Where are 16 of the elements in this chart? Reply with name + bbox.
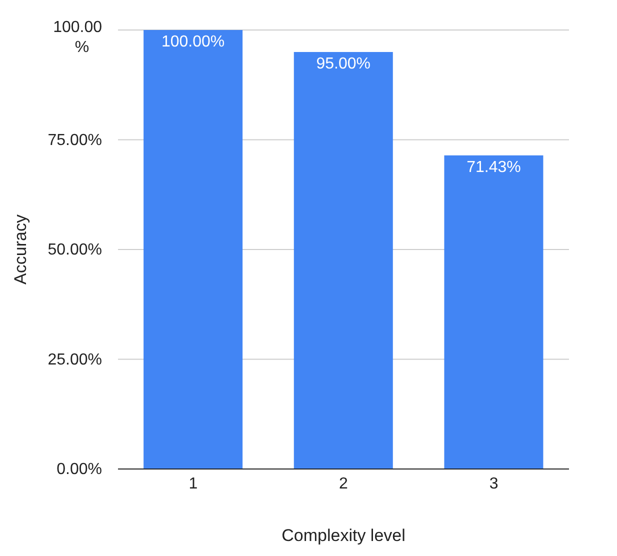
y-tick-label: 50.00% — [48, 242, 102, 258]
data-label: 71.43% — [466, 158, 521, 176]
y-tick-label: 100.00% — [53, 19, 102, 56]
y-tick-label: 25.00% — [48, 351, 102, 368]
bar — [144, 30, 243, 469]
data-label: 95.00% — [316, 55, 371, 72]
y-tick-label: 0.00% — [56, 461, 102, 478]
x-tick-label: 1 — [188, 475, 198, 492]
y-axis-title: Accuracy — [11, 214, 30, 284]
x-axis-title: Complexity level — [282, 526, 406, 545]
y-tick-label: 75.00% — [48, 132, 102, 149]
x-tick-label: 3 — [489, 475, 498, 492]
bar — [294, 52, 393, 469]
data-label: 100.00% — [161, 33, 225, 50]
bar — [444, 155, 544, 469]
x-tick-label: 2 — [339, 475, 348, 492]
